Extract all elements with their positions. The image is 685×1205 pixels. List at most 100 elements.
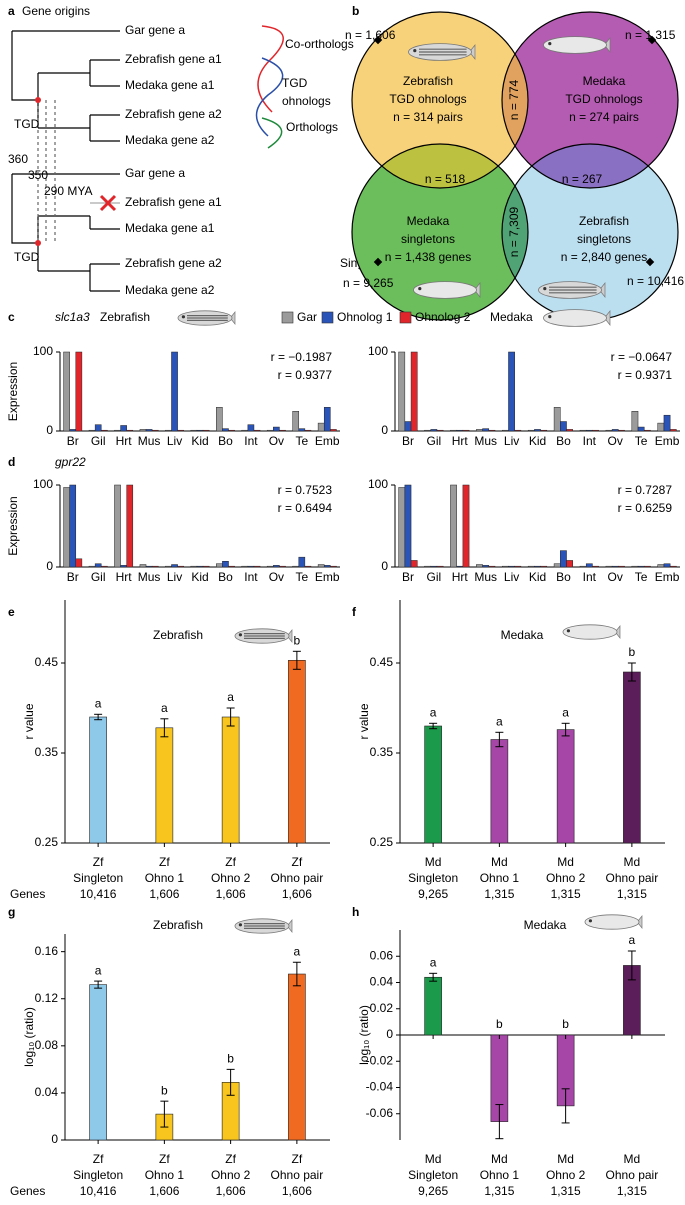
bar [279,565,286,568]
bar [253,429,261,432]
bar [171,564,178,568]
leaf-label: Zebrafish gene a2 [125,256,222,270]
gene-count: 1,606 [149,887,179,901]
bar [436,429,444,432]
fish-eye [548,315,552,319]
x-tick-label: Ohno pair [606,1168,659,1182]
error-bar [561,1088,570,1124]
bar [490,739,509,844]
bar [514,429,522,432]
bar [456,429,464,432]
bar [410,351,418,432]
y-axis-label: log₁₀ (ratio) [22,1007,36,1067]
bar [190,565,198,568]
age-label: 360 [8,152,28,166]
bar [631,565,639,568]
age-label: 290 MYA [44,184,92,198]
x-tick-label: Liv [504,434,519,448]
bar [404,484,412,568]
leaf-label: Medaka gene a1 [125,221,215,235]
x-tick-label: Ohno 2 [546,871,586,885]
x-tick-label: Zf [225,1152,236,1166]
bar [222,561,229,568]
fish-icon [538,281,606,299]
legend-swatch [281,311,294,324]
fish-tail [473,282,481,298]
bar [540,429,548,432]
significance-letter: a [430,955,437,969]
y-tick-label: 0.04 [35,1085,59,1099]
x-tick-label: Mus [138,570,161,584]
x-tick-label: Ov [269,570,284,584]
bar [508,565,515,568]
x-tick-label: Kid [191,434,208,448]
fish-tail [636,915,643,929]
y-tick-label: 0.45 [370,655,394,669]
y-tick-label: 0.04 [370,975,394,989]
tgd-marker [35,97,41,103]
bar [605,565,613,568]
y-axis-label: r value [357,703,371,739]
legend-curve [261,117,283,149]
bar [100,429,108,432]
legend-label: Orthologs [286,120,338,134]
legend-label: Co-orthologs [285,37,354,51]
bar [114,429,121,432]
y-tick-label: 0 [386,1027,393,1041]
x-tick-label: Singleton [73,1168,123,1182]
bar [553,563,561,568]
venn-overlap-label: n = 518 [425,172,466,186]
bar [424,976,442,1036]
bar [410,560,418,568]
panel-label: b [352,4,359,18]
error-bar [429,972,438,982]
x-tick-label: Emb [655,434,680,448]
gene-count: 1,315 [617,1184,647,1198]
gene-count: 1,315 [551,887,581,901]
x-tick-label: Ohno 1 [145,871,185,885]
bar [330,565,337,568]
bar [145,429,153,432]
x-tick-label: Ohno 2 [546,1168,586,1182]
bar [560,421,567,432]
annotation: r = −0.1987 [271,350,333,364]
bar [266,565,274,568]
bar [177,565,184,568]
error-bar [292,961,301,987]
venn-total: n = 1,315 [625,28,676,42]
venn-set-label: singletons [577,232,631,246]
x-tick-label: Kid [529,570,546,584]
legend-swatch [399,311,412,324]
significance-letter: a [294,944,301,958]
venn-set-label: singletons [401,232,455,246]
bar [247,424,255,432]
bar [120,425,127,432]
bar [288,973,306,1141]
x-tick-label: Zf [159,1152,170,1166]
x-tick-label: Ohno 1 [480,1168,520,1182]
x-tick-label: Hrt [452,434,469,448]
leaf-label: Medaka gene a2 [125,133,215,147]
bar [165,429,172,432]
gene-count: 1,606 [282,1184,312,1198]
venn-set-label: n = 274 pairs [569,110,639,124]
significance-letter: b [629,645,636,659]
x-tick-label: Int [583,434,597,448]
leaf-label: Medaka gene a2 [125,283,215,297]
bar [430,429,438,432]
fish-body [413,281,477,299]
fish-icon [177,310,236,326]
bar [323,407,331,432]
y-tick-label: 0 [51,1132,58,1146]
y-tick-label: 0.45 [35,655,59,669]
bar [190,429,198,432]
x-tick-label: Singleton [73,871,123,885]
x-tick-label: Mus [138,434,161,448]
x-tick-label: Ov [269,434,284,448]
bar [663,414,671,432]
bar [247,565,255,568]
x-tick-label: Gil [427,570,442,584]
annotation: r = 0.6259 [618,501,673,515]
x-tick-label: Zf [159,855,170,869]
y-tick-label: 0.12 [35,991,59,1005]
